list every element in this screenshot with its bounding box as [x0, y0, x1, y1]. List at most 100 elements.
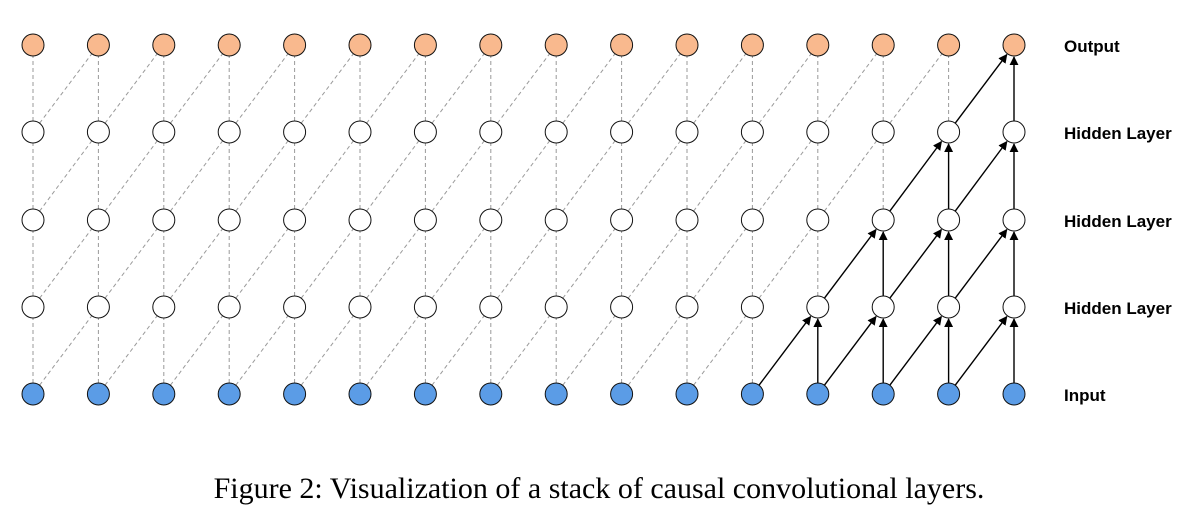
output-node	[86, 33, 110, 57]
output-node	[479, 33, 503, 57]
hidden-node	[937, 208, 961, 232]
dashed-diagonal-edge	[823, 140, 878, 212]
hidden-node	[217, 208, 241, 232]
hidden-node	[348, 208, 372, 232]
dashed-diagonal-edge	[366, 140, 420, 212]
output-node	[871, 33, 895, 57]
active-diagonal-edge	[889, 315, 942, 386]
output-node	[675, 33, 699, 57]
hidden-node	[610, 295, 634, 319]
input-node	[21, 382, 45, 406]
dashed-diagonal-edge	[758, 53, 812, 124]
hidden-node	[283, 120, 307, 144]
dashed-diagonal-edge	[235, 315, 289, 386]
inactive-connections	[32, 53, 950, 386]
hidden-node	[479, 120, 503, 144]
output-node	[937, 33, 961, 57]
dashed-diagonal-edge	[431, 315, 485, 386]
layer-label-output: Output	[1064, 37, 1120, 56]
input-node	[610, 382, 634, 406]
hidden-node	[675, 208, 699, 232]
input-node	[937, 382, 961, 406]
output-node	[348, 33, 372, 57]
hidden-node	[413, 208, 437, 232]
dashed-diagonal-edge	[104, 228, 158, 299]
hidden-node	[610, 120, 634, 144]
output-node	[1002, 33, 1026, 57]
dashed-diagonal-edge	[169, 140, 224, 212]
active-connections	[758, 53, 1019, 386]
output-node	[21, 33, 45, 57]
hidden-node	[1002, 295, 1026, 319]
hidden-node	[675, 120, 699, 144]
hidden-node	[21, 295, 45, 319]
dashed-diagonal-edge	[170, 53, 223, 124]
nodes	[21, 33, 1026, 406]
dashed-diagonal-edge	[431, 228, 485, 299]
input-node	[871, 382, 895, 406]
hidden-node	[806, 120, 830, 144]
dashed-diagonal-edge	[496, 140, 551, 212]
hidden-node	[1002, 208, 1026, 232]
hidden-node	[21, 120, 45, 144]
active-diagonal-edge	[889, 140, 943, 212]
dashed-diagonal-edge	[758, 140, 812, 212]
active-diagonal-edge	[954, 140, 1008, 212]
hidden-node	[871, 120, 895, 144]
hidden-node	[479, 295, 503, 319]
input-node	[348, 382, 372, 406]
dashed-diagonal-edge	[366, 315, 420, 386]
output-node	[217, 33, 241, 57]
input-node	[217, 382, 241, 406]
dashed-diagonal-edge	[104, 315, 158, 386]
input-node	[544, 382, 568, 406]
dashed-diagonal-edge	[693, 228, 747, 299]
dashed-diagonal-edge	[300, 140, 354, 212]
dashed-diagonal-edge	[758, 228, 812, 299]
active-diagonal-edge	[954, 53, 1008, 124]
output-node	[283, 33, 307, 57]
dashed-diagonal-edge	[431, 140, 485, 212]
output-node	[610, 33, 634, 57]
layer-label-hidden-1: Hidden Layer	[1064, 299, 1172, 318]
hidden-node	[544, 295, 568, 319]
dashed-diagonal-edge	[39, 228, 93, 299]
dashed-diagonal-edge	[235, 228, 289, 299]
hidden-node	[152, 120, 176, 144]
input-node	[1002, 382, 1026, 406]
output-node	[806, 33, 830, 57]
hidden-node	[871, 295, 895, 319]
hidden-node	[86, 120, 110, 144]
output-node	[544, 33, 568, 57]
dashed-diagonal-edge	[104, 53, 158, 124]
hidden-node	[86, 295, 110, 319]
dashed-diagonal-edge	[693, 315, 747, 386]
dashed-diagonal-edge	[627, 53, 681, 124]
input-node	[152, 382, 176, 406]
dashed-diagonal-edge	[497, 53, 550, 124]
hidden-node	[806, 295, 830, 319]
dashed-diagonal-edge	[300, 228, 354, 299]
dashed-diagonal-edge	[497, 315, 550, 386]
hidden-node	[806, 208, 830, 232]
hidden-node	[348, 120, 372, 144]
hidden-node	[413, 295, 437, 319]
hidden-node	[937, 295, 961, 319]
active-diagonal-edge	[823, 315, 877, 386]
hidden-node	[871, 208, 895, 232]
hidden-node	[544, 120, 568, 144]
input-node	[479, 382, 503, 406]
layer-label-input: Input	[1064, 386, 1106, 405]
hidden-node	[675, 295, 699, 319]
input-node	[283, 382, 307, 406]
dashed-diagonal-edge	[39, 315, 93, 386]
hidden-node	[217, 295, 241, 319]
dashed-diagonal-edge	[170, 228, 223, 299]
hidden-node	[740, 295, 764, 319]
dashed-diagonal-edge	[366, 228, 420, 299]
hidden-node	[937, 120, 961, 144]
hidden-node	[740, 120, 764, 144]
layer-label-hidden-3: Hidden Layer	[1064, 124, 1172, 143]
output-node	[413, 33, 437, 57]
active-diagonal-edge	[758, 315, 812, 386]
